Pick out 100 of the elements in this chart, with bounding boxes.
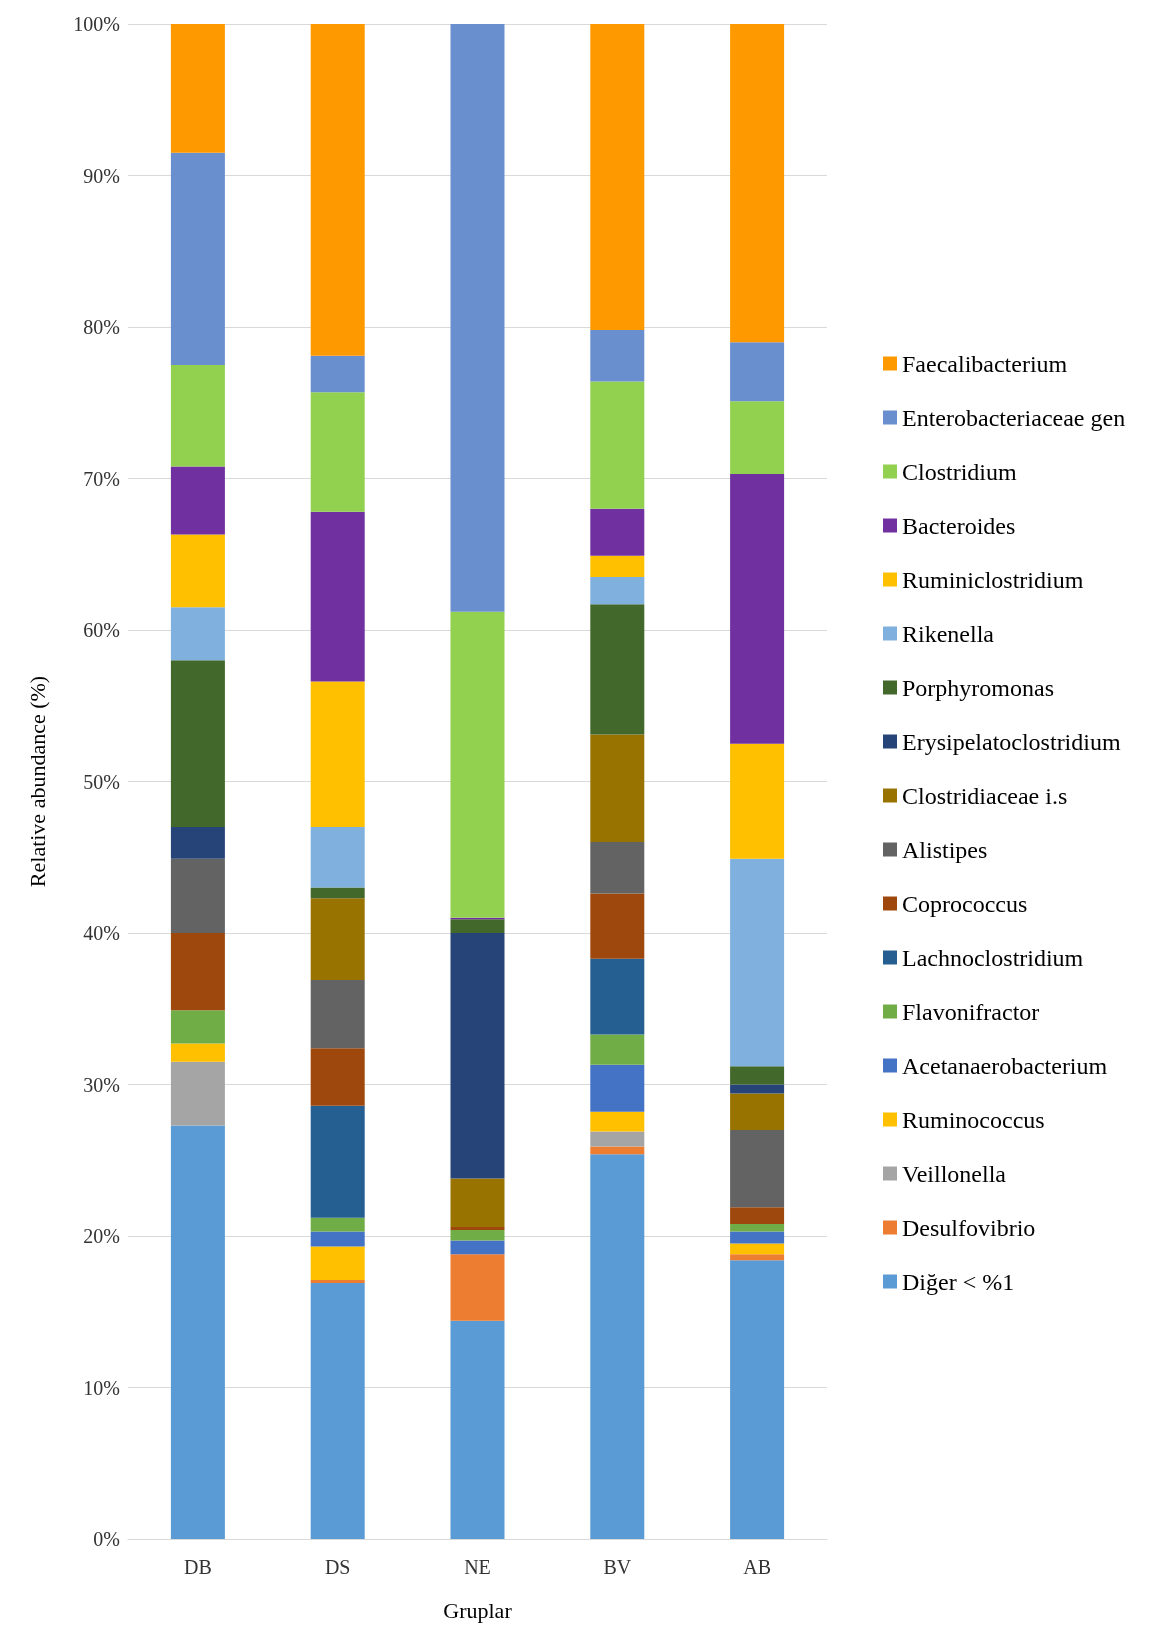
bar	[310, 511, 365, 682]
bar	[590, 330, 645, 382]
bar	[730, 1066, 785, 1085]
bar	[450, 919, 505, 933]
bar	[450, 1320, 505, 1539]
bar	[310, 979, 365, 1049]
x-axis-title: Gruplar	[443, 1597, 513, 1623]
bar	[310, 887, 365, 899]
bar	[590, 1131, 645, 1147]
bar	[730, 1254, 785, 1261]
bar	[590, 576, 645, 605]
legend-label: Flavonifractor	[902, 998, 1040, 1025]
bar	[310, 392, 365, 512]
y-axis-title: Relative abundance (%)	[24, 675, 50, 888]
legend-label: Clostridiaceae i.s	[902, 782, 1068, 809]
bar	[730, 1207, 785, 1224]
bar	[730, 342, 785, 402]
bar	[310, 1279, 365, 1283]
bar	[310, 1048, 365, 1106]
bar	[730, 858, 785, 1067]
bar	[730, 1231, 785, 1244]
bar	[590, 24, 645, 331]
legend-label: Faecalibacterium	[902, 350, 1068, 377]
bar	[730, 1129, 785, 1208]
y-tick-label: 20%	[83, 1225, 120, 1247]
bar	[730, 1084, 785, 1094]
legend-label: Ruminococcus	[902, 1106, 1045, 1133]
bar	[730, 401, 785, 474]
bar	[170, 1061, 225, 1126]
x-tick-label: DS	[324, 1556, 351, 1578]
x-tick-label: NE	[464, 1556, 491, 1578]
bar	[310, 1217, 365, 1232]
bar	[170, 1125, 225, 1539]
bar	[170, 933, 225, 1011]
legend-label: Enterobacteriaceae gen	[902, 404, 1126, 431]
bar	[590, 604, 645, 735]
bar	[590, 1111, 645, 1132]
bar	[170, 466, 225, 535]
legend-label: Acetanaerobacterium	[902, 1052, 1108, 1079]
legend-label: Alistipes	[902, 836, 988, 863]
bar	[310, 826, 365, 888]
y-tick-label: 60%	[83, 619, 120, 641]
bar	[590, 555, 645, 577]
y-tick-label: 80%	[83, 316, 120, 338]
legend-label: Coprococcus	[902, 890, 1028, 917]
legend-label: Diğer < %1	[902, 1268, 1015, 1295]
bar	[450, 1254, 505, 1321]
bar	[170, 607, 225, 661]
bar	[310, 1105, 365, 1218]
y-tick-label: 70%	[83, 467, 120, 490]
bar	[170, 826, 225, 859]
bar	[450, 1178, 505, 1227]
bar	[170, 24, 225, 153]
bar	[730, 24, 785, 343]
bar	[170, 1010, 225, 1044]
x-tick-label: BV	[603, 1556, 632, 1578]
bar	[170, 660, 225, 827]
bar	[730, 743, 785, 859]
legend-label: Desulfovibrio	[902, 1214, 1036, 1241]
y-tick-label: 30%	[83, 1073, 120, 1096]
bar	[450, 1226, 505, 1230]
bar	[590, 1146, 645, 1155]
bar	[310, 24, 365, 356]
bar	[310, 1246, 365, 1280]
bar	[590, 381, 645, 509]
bar	[590, 508, 645, 556]
y-tick-label: 40%	[83, 922, 120, 944]
bar	[310, 681, 365, 827]
bar	[450, 1240, 505, 1255]
legend-label: Porphyromonas	[902, 674, 1054, 701]
bar	[310, 898, 365, 980]
bar	[450, 933, 505, 1179]
bar	[450, 611, 505, 918]
bar	[170, 1043, 225, 1062]
bar	[730, 1093, 785, 1130]
y-tick-label: 10%	[83, 1376, 120, 1399]
y-tick-label: 90%	[83, 164, 120, 187]
bar	[170, 858, 225, 933]
legend-label: Clostridium	[902, 458, 1018, 485]
bar	[450, 1229, 505, 1241]
bar	[590, 893, 645, 959]
bar	[590, 958, 645, 1035]
bar	[590, 1034, 645, 1065]
bar	[730, 1243, 785, 1255]
legend-label: Veillonella	[902, 1160, 1007, 1187]
bar	[170, 364, 225, 467]
legend-label: Rikenella	[902, 620, 995, 647]
bar	[590, 734, 645, 843]
bar	[450, 24, 505, 612]
bar	[170, 534, 225, 608]
x-tick-label: AB	[743, 1556, 771, 1578]
bar	[730, 1223, 785, 1232]
bar	[590, 1154, 645, 1539]
bar	[310, 355, 365, 393]
y-tick-label: 50%	[83, 770, 120, 793]
y-tick-label: 0%	[93, 1528, 120, 1550]
legend-label: Lachnoclostridium	[902, 944, 1084, 971]
bar	[730, 473, 785, 744]
x-tick-label: DB	[184, 1556, 212, 1578]
bar	[170, 152, 225, 365]
